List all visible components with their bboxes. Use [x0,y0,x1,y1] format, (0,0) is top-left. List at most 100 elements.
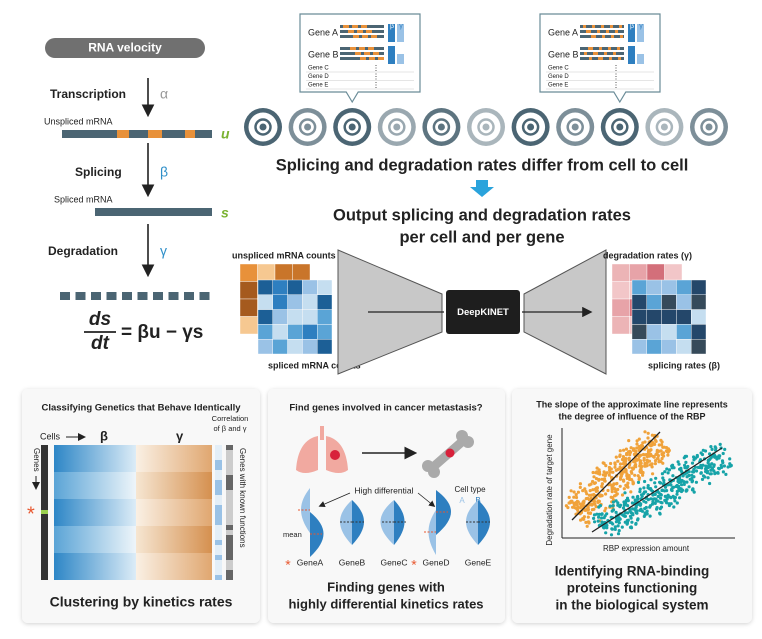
cell-ring [298,118,317,136]
scatter-point [661,445,665,449]
heat-cell [317,324,333,340]
scatter-point [605,512,609,516]
scatter-point [677,462,681,466]
cell [422,108,461,146]
output-label: degradation rates (γ) [603,250,692,260]
correlation-label: Correlation [212,414,249,423]
scatter-point [573,506,577,510]
mean-label: mean [283,530,302,539]
read-segment [602,35,605,38]
heat-cell [661,339,677,355]
scatter-point [594,477,599,481]
scatter-point [656,456,660,460]
rate-bar [388,46,395,64]
scatter-point [672,505,676,509]
scatter-point [721,470,726,474]
gene-label: Gene C [308,66,329,72]
nucleus [705,123,713,131]
cell [511,108,550,146]
gamma-row [136,499,212,526]
scatter-point [720,465,724,469]
scatter-point [657,443,661,447]
panel-title: the degree of influence of the RBP [558,411,705,421]
correlation-cell [215,485,222,490]
scatter-point [596,499,601,503]
scatter-point [701,474,706,478]
scatter-point [640,494,644,498]
scatter-point [614,516,618,521]
scatter-point [675,492,679,496]
scatter-point [712,463,716,467]
known-cell [226,530,233,535]
gamma-row [136,553,212,580]
heat-cell [629,263,648,282]
scatter-point [713,472,717,476]
scatter-point [579,518,583,522]
cell [333,108,372,146]
scatter-point [604,531,608,535]
scatter-point [611,500,616,504]
scatter-point [624,447,629,451]
scatter-point [592,499,596,503]
panel-caption: Finding genes with [327,579,445,594]
title-pill [45,38,205,58]
cell-ring [611,118,629,136]
fragment [168,292,179,300]
correlation-cell [215,460,222,465]
heat-cell [661,309,677,325]
known-cell [226,560,233,565]
scatter-point [714,455,718,459]
heat-cell [611,281,630,300]
scatter-point [592,513,597,517]
scatter-point [607,473,611,477]
fit-line [591,447,723,533]
scatter-point [690,473,694,477]
scatter-point [630,501,635,505]
known-cell [226,505,233,510]
read-segment [593,35,596,38]
scatter-point [595,470,599,474]
heat-cell [302,324,318,340]
heat-cell [287,339,303,355]
scatter-point [598,472,602,476]
read-segment [371,35,377,38]
scatter-point [675,489,679,494]
violin-a [466,500,478,545]
scatter-point [685,466,689,470]
scatter-point [645,512,649,516]
scatter-point [609,533,614,537]
scatter-point [621,506,626,510]
heat-cell [257,263,276,282]
scatter-point [646,498,651,502]
scatter-point [666,453,670,457]
output-label: splicing rates (β) [648,360,720,370]
step-label: Transcription [50,87,126,101]
known-cell [226,570,233,575]
read-segment [584,52,587,55]
scatter-point [656,494,660,499]
scatter-point [679,489,684,494]
scatter-point [624,457,628,461]
correlation-cell [215,570,222,575]
correlation-cell [215,505,222,510]
scatter-point [706,465,710,470]
gene-label: GeneC [381,557,408,567]
known-cell [226,460,233,465]
scatter-point [659,496,663,500]
known-cell [226,450,233,455]
known-cell [226,455,233,460]
nucleus [571,123,579,131]
scatter [564,430,733,537]
scatter-point [631,466,636,470]
correlation-cell [215,535,222,540]
scatter-point [623,511,627,515]
scatter-point [585,507,589,511]
rate-bar [628,46,635,64]
read-segment [617,47,620,50]
scatter-point [654,485,658,489]
read-segment [588,47,591,50]
cell-ring [521,118,540,136]
scatter-point [707,463,711,467]
scatter-point [713,445,717,449]
